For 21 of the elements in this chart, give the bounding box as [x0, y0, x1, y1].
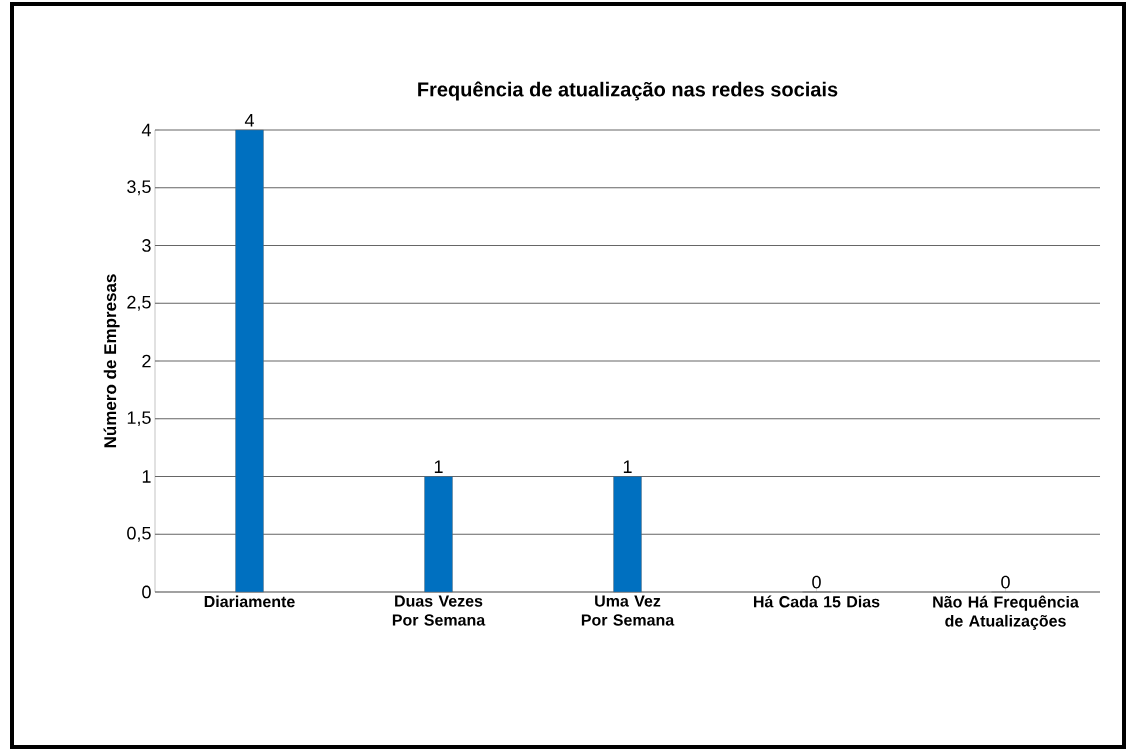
- y-tick-label: 2: [142, 354, 151, 368]
- chart-title: Frequência de atualização nas redes sociais: [418, 81, 838, 101]
- x-tick-label: Há Cada 15 Dias: [753, 595, 880, 608]
- x-tick-label: Duas Vezes Por Semana: [392, 595, 486, 626]
- y-tick-label: 4: [141, 123, 151, 137]
- y-tick-label: 3,5: [127, 180, 151, 196]
- y-axis-title: Número de Empresas: [103, 274, 120, 448]
- y-tick-label: 1,5: [127, 411, 151, 427]
- x-tick-label: Diariamente: [204, 595, 295, 608]
- x-tick-label: Não Há Frequência de Atualizações: [933, 595, 1079, 630]
- y-tick-label: 1: [142, 470, 151, 483]
- y-tick-label: 0: [142, 585, 151, 599]
- x-tick-label: Uma Vez Por Semana: [581, 595, 675, 626]
- data-label: 0: [1001, 575, 1010, 589]
- data-label: 4: [244, 114, 254, 127]
- y-tick-label: 3: [142, 239, 151, 252]
- y-tick-label: 2,5: [127, 295, 151, 311]
- data-label: 1: [434, 460, 443, 473]
- data-label: 0: [812, 575, 821, 589]
- y-tick-label: 0,5: [127, 526, 151, 542]
- data-label: 1: [623, 460, 632, 473]
